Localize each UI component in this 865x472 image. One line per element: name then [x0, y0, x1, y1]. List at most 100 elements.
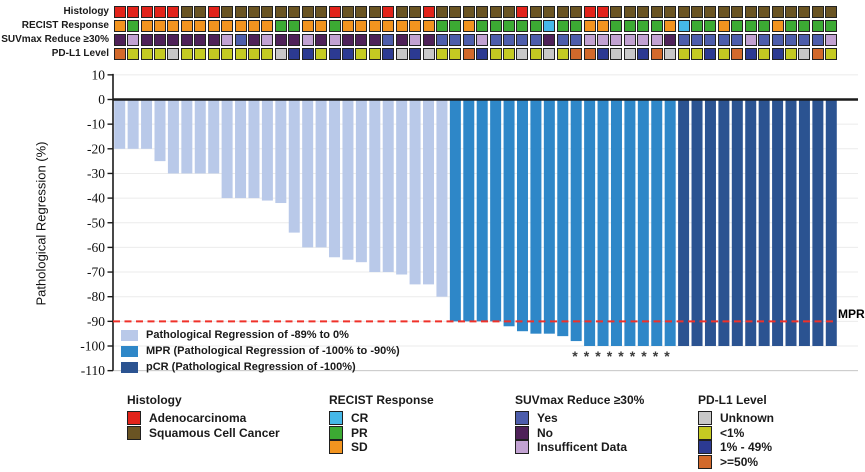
track-cell — [543, 20, 556, 32]
track-cell — [597, 6, 610, 18]
track-cell — [301, 48, 314, 60]
track-cell — [247, 6, 260, 18]
y-tick-label: -100 — [80, 339, 105, 354]
bar-series0 — [261, 99, 273, 201]
track-cell — [650, 20, 663, 32]
track-cell — [288, 20, 301, 32]
y-tick-label: 10 — [92, 67, 106, 82]
track-cell — [113, 48, 126, 60]
significance-asterisk: * — [572, 348, 578, 364]
bar-series2 — [718, 99, 730, 346]
track-cell — [758, 6, 771, 18]
track-cell — [462, 6, 475, 18]
mpr-threshold-label: MPR — [838, 307, 865, 321]
track-cell — [489, 34, 502, 46]
track-cell — [167, 48, 180, 60]
track-cell — [355, 20, 368, 32]
track-cell — [489, 6, 502, 18]
track-cell — [221, 48, 234, 60]
bar-series1 — [664, 99, 676, 346]
bar-series1 — [476, 99, 488, 322]
legend-title: RECIST Response — [329, 393, 434, 407]
track-cell — [194, 48, 207, 60]
track-cell — [771, 20, 784, 32]
y-tick-label: -20 — [87, 141, 105, 156]
track-cell — [677, 20, 690, 32]
track-cell — [503, 20, 516, 32]
bar-series2 — [758, 99, 770, 346]
bar-series2 — [731, 99, 743, 346]
legend-swatch — [329, 411, 343, 425]
legend-title: PD-L1 Level — [698, 393, 767, 407]
track-cell — [704, 34, 717, 46]
bar-series1 — [637, 99, 649, 346]
y-tick-label: -70 — [87, 265, 105, 280]
track-cell — [462, 34, 475, 46]
bar-series0 — [181, 99, 193, 174]
track-cell — [637, 34, 650, 46]
track-cell — [382, 6, 395, 18]
track-cell — [341, 48, 354, 60]
track-cell — [234, 20, 247, 32]
track-cell — [610, 34, 623, 46]
track-cell — [153, 48, 166, 60]
track-cell — [637, 6, 650, 18]
track-cell — [288, 34, 301, 46]
significance-asterisk: * — [641, 348, 647, 364]
track-cell — [395, 6, 408, 18]
bar-series0 — [342, 99, 354, 260]
bar-series0 — [275, 99, 287, 204]
track-cell — [140, 6, 153, 18]
y-tick-label: -30 — [87, 166, 105, 181]
track-cell — [435, 20, 448, 32]
track-cell — [328, 20, 341, 32]
track-cell — [194, 6, 207, 18]
track-cell — [221, 6, 234, 18]
legend-item-label: Squamous Cell Cancer — [149, 425, 280, 440]
track-cell — [207, 6, 220, 18]
track-cell — [650, 34, 663, 46]
track-cell — [771, 34, 784, 46]
track-cell — [382, 20, 395, 32]
track-cell — [328, 48, 341, 60]
track-cell — [167, 20, 180, 32]
bar-series0 — [141, 99, 153, 149]
bar-series2 — [825, 99, 837, 346]
track-cell — [758, 48, 771, 60]
significance-asterisk: * — [607, 348, 613, 364]
bar-series0 — [369, 99, 381, 273]
track-cell — [234, 48, 247, 60]
track-cell — [328, 6, 341, 18]
bar-series0 — [208, 99, 220, 174]
track-cell — [825, 34, 838, 46]
track-cell — [140, 34, 153, 46]
track-cell — [261, 34, 274, 46]
track-cell — [449, 48, 462, 60]
track-cell — [194, 20, 207, 32]
track-cell — [194, 34, 207, 46]
significance-asterisk: * — [664, 348, 670, 364]
track-cell — [583, 20, 596, 32]
significance-asterisk: * — [584, 348, 590, 364]
bar-series0 — [329, 99, 341, 258]
track-cell — [570, 20, 583, 32]
track-cell — [409, 6, 422, 18]
track-cell — [704, 20, 717, 32]
bar-series2 — [798, 99, 810, 346]
track-cell — [610, 48, 623, 60]
track-cell — [731, 6, 744, 18]
legend-title: Histology — [127, 393, 182, 407]
bar-series1 — [570, 99, 582, 342]
track-cell — [717, 20, 730, 32]
track-cell — [140, 20, 153, 32]
bar-series0 — [423, 99, 435, 285]
track-cell — [637, 48, 650, 60]
track-label: RECIST Response — [21, 20, 109, 31]
track-cell — [570, 6, 583, 18]
y-tick-label: -90 — [87, 314, 105, 329]
legend-item-label: >=50% — [720, 454, 759, 469]
track-cell — [503, 6, 516, 18]
track-cell — [785, 6, 797, 18]
track-cell — [516, 48, 529, 60]
